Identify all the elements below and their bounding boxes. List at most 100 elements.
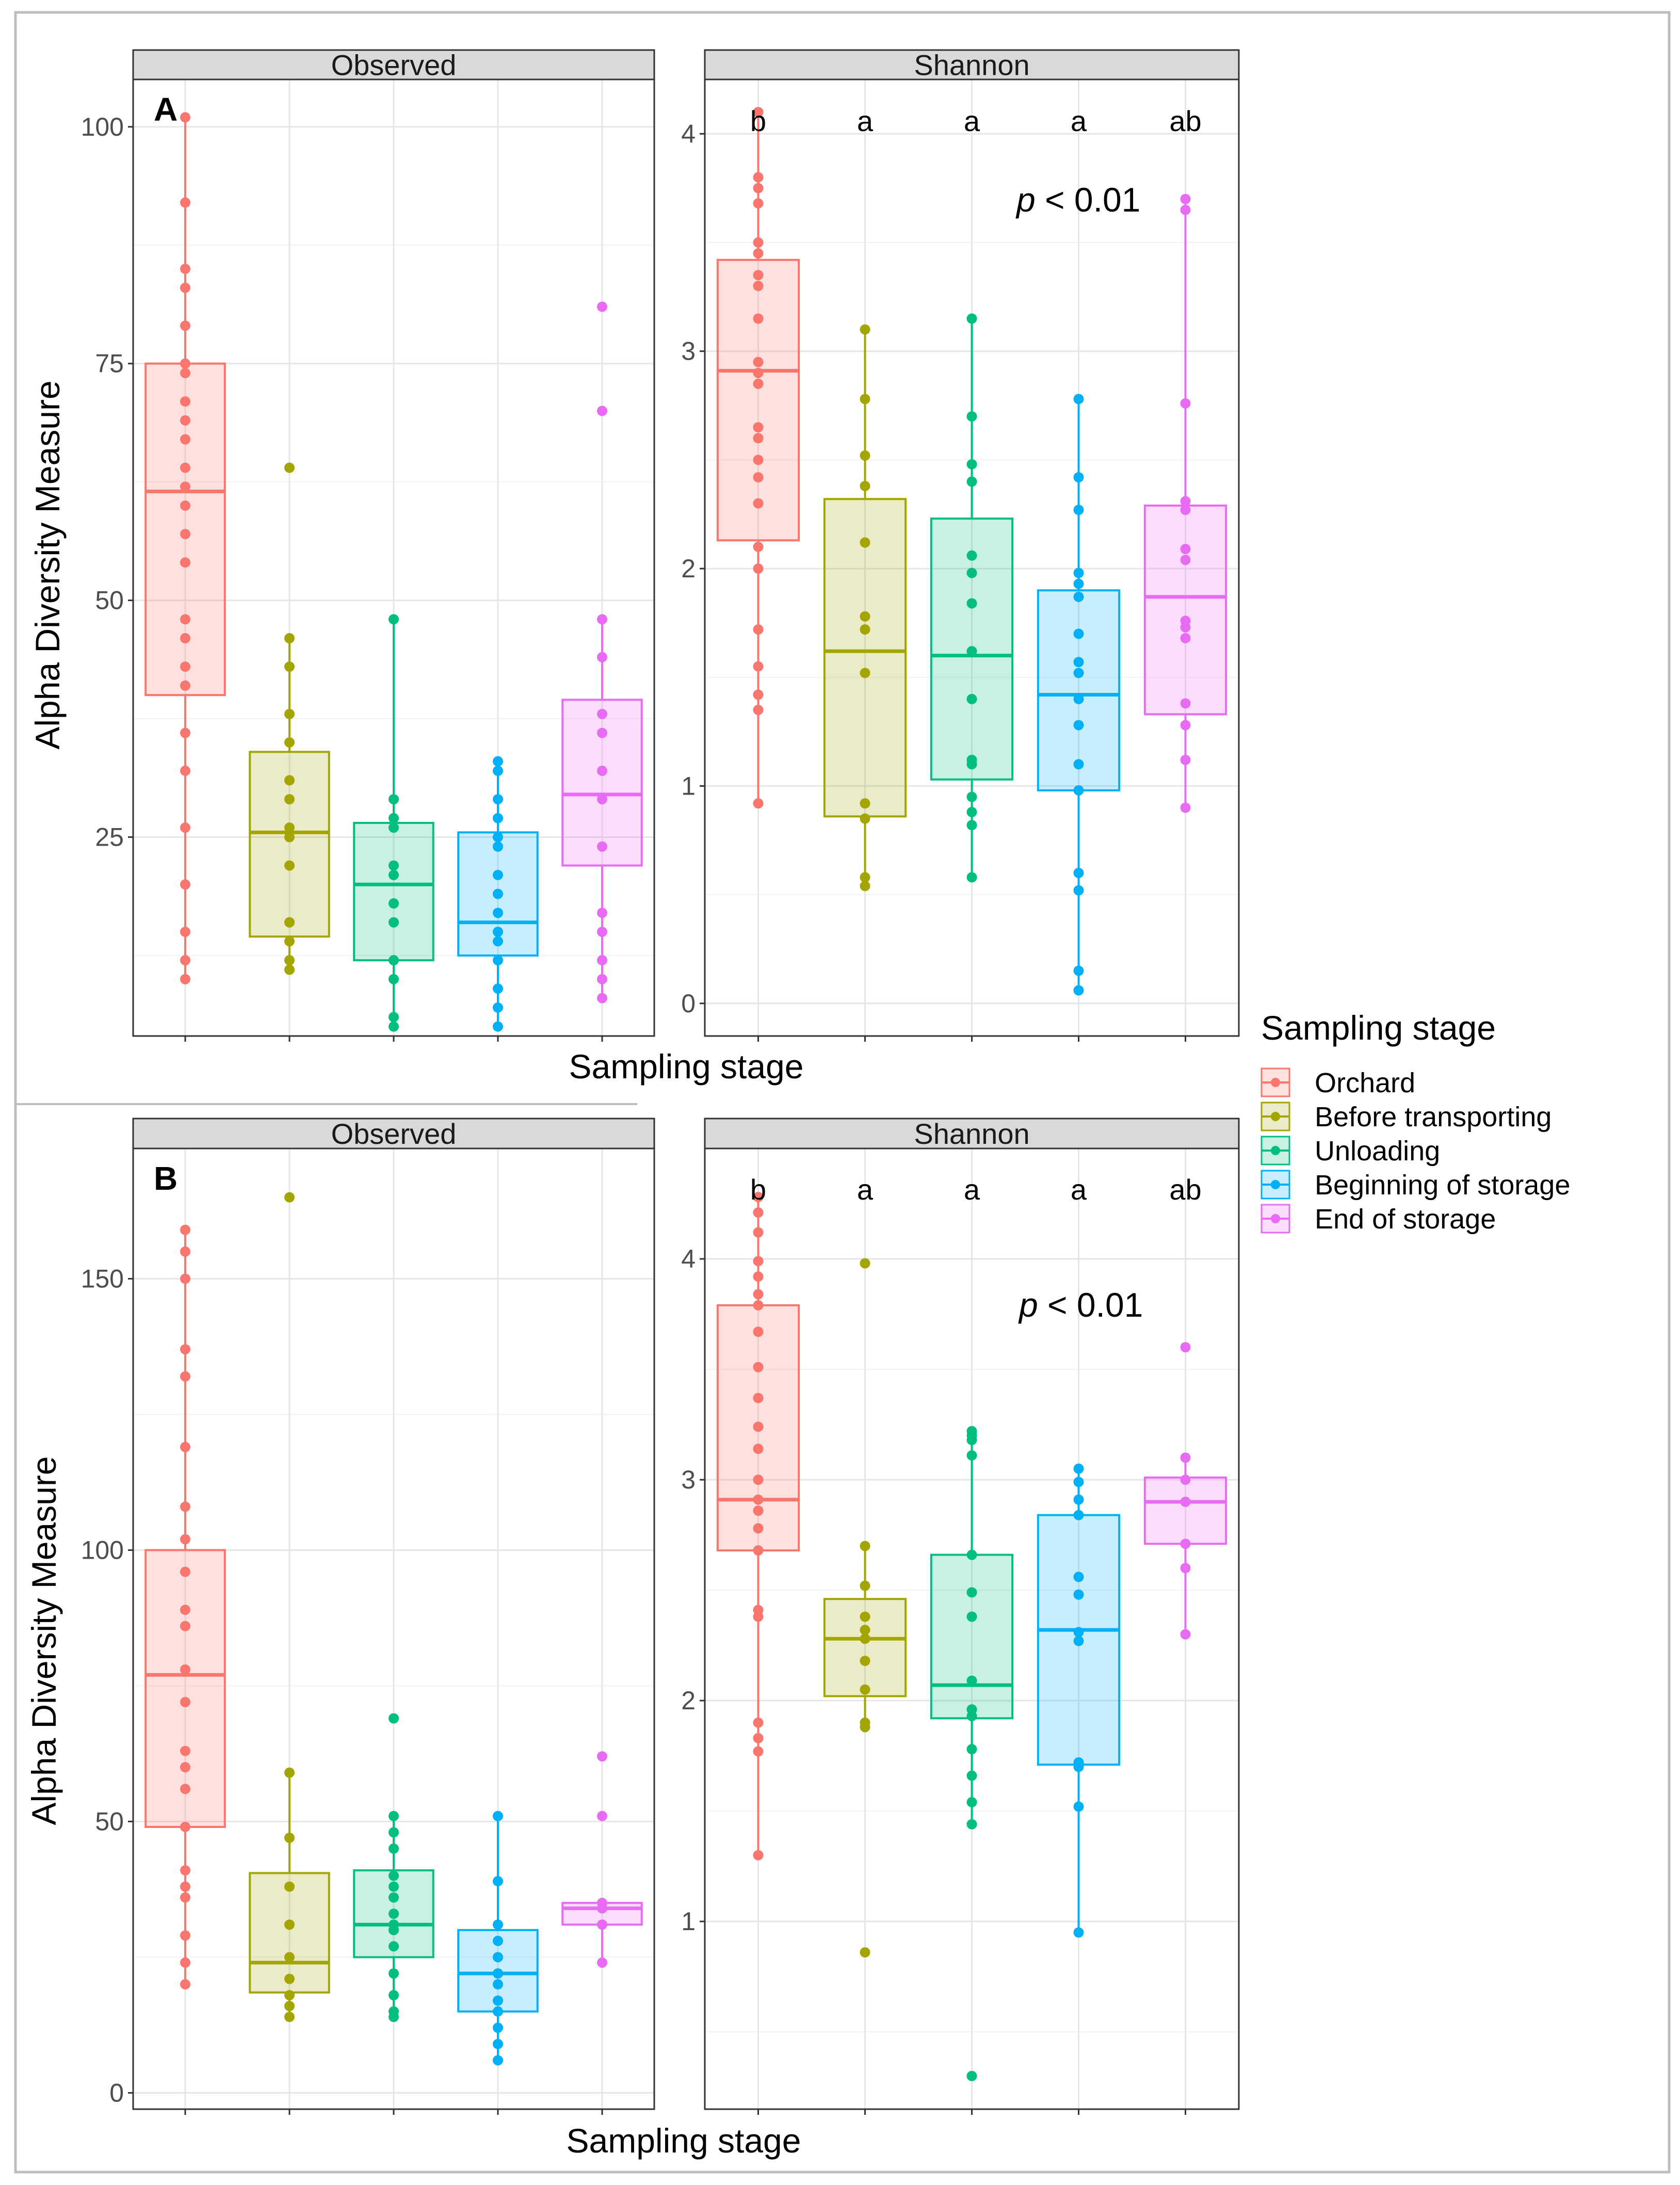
data-point	[597, 1751, 607, 1762]
legend-items: Orchard Before transporting UnloadingBegin…	[1261, 1067, 1570, 1235]
data-point	[493, 2022, 503, 2033]
data-point	[1073, 1636, 1084, 1646]
legend: Sampling stage Orchard Before transportin…	[1261, 1009, 1570, 1235]
data-point	[1180, 633, 1191, 643]
data-point	[1073, 965, 1084, 976]
data-point	[1180, 193, 1191, 204]
data-point	[1180, 204, 1191, 215]
data-point	[493, 1810, 503, 1821]
data-point	[966, 1435, 977, 1446]
data-point	[1073, 720, 1084, 731]
data-point	[597, 908, 607, 918]
legend-key-dot	[1271, 1146, 1280, 1155]
p-value-annotation: p < 0.01	[1015, 181, 1140, 219]
data-point	[753, 541, 764, 552]
data-point	[860, 1947, 870, 1958]
data-point	[1073, 1510, 1084, 1520]
facet-label: Shannon	[914, 49, 1029, 82]
data-point	[389, 1924, 399, 1935]
data-point	[860, 668, 870, 678]
figure-frame	[14, 11, 1671, 2174]
data-point	[180, 633, 190, 644]
data-point	[284, 633, 295, 644]
data-point	[860, 611, 870, 622]
data-point	[493, 1876, 503, 1887]
data-point	[180, 1371, 190, 1382]
data-point	[860, 1633, 870, 1644]
data-point	[1073, 985, 1084, 996]
significance-letter: ab	[1169, 105, 1201, 137]
data-point	[597, 1919, 607, 1930]
data-point	[753, 1444, 764, 1454]
data-point	[180, 1892, 190, 1903]
box-end-of-storage	[1143, 193, 1227, 813]
p-value-text: < 0.01	[1038, 1286, 1143, 1324]
significance-letter: a	[964, 105, 980, 137]
legend-key-dot	[1271, 1112, 1280, 1121]
significance-letter: ab	[1169, 1173, 1201, 1206]
data-point	[1073, 578, 1084, 589]
data-point	[860, 1656, 870, 1666]
data-point	[860, 624, 870, 635]
box-beginning-of-storage	[1037, 1463, 1121, 1938]
data-point	[1073, 1572, 1084, 1582]
data-point	[389, 860, 399, 871]
data-point	[180, 727, 190, 738]
y-tick-label: 3	[681, 1465, 696, 1494]
data-point	[753, 1850, 764, 1860]
data-point	[1180, 555, 1191, 565]
data-point	[860, 798, 870, 809]
data-point	[180, 1979, 190, 1990]
data-point	[180, 282, 190, 293]
data-point	[966, 1711, 977, 1722]
data-point	[966, 313, 977, 324]
facet-label: Observed	[331, 1118, 457, 1150]
data-point	[860, 1258, 870, 1269]
p-value-italic: p	[1018, 1286, 1038, 1324]
data-point	[860, 881, 870, 892]
legend-label: Beginning of storage	[1315, 1170, 1570, 1201]
data-point	[966, 693, 977, 704]
data-point	[284, 775, 295, 786]
data-point	[753, 1545, 764, 1556]
data-point	[389, 1968, 399, 1979]
data-point	[597, 794, 607, 805]
data-point	[180, 822, 190, 833]
data-point	[597, 766, 607, 776]
data-point	[860, 813, 870, 824]
significance-letter: b	[750, 1173, 766, 1206]
data-point	[493, 1995, 503, 2006]
box-unloading	[930, 313, 1014, 883]
data-point	[753, 1733, 764, 1743]
data-point	[753, 1227, 764, 1238]
data-point	[860, 1541, 870, 1551]
data-point	[753, 1271, 764, 1282]
data-point	[753, 313, 764, 324]
data-point	[753, 1746, 764, 1757]
data-point	[284, 1990, 295, 2001]
data-point	[1073, 628, 1084, 639]
legend-item-orchard: Orchard	[1261, 1067, 1415, 1098]
data-point	[597, 955, 607, 966]
data-point	[753, 107, 764, 118]
box-before-transporting	[823, 1258, 907, 1958]
box-unloading	[353, 614, 434, 1032]
box-body	[716, 258, 800, 542]
data-point	[180, 396, 190, 407]
data-point	[493, 927, 503, 937]
data-point	[180, 481, 190, 492]
data-point	[284, 964, 295, 975]
data-point	[966, 1819, 977, 1830]
data-point	[753, 455, 764, 465]
significance-letter: a	[857, 105, 874, 137]
data-point	[284, 1833, 295, 1843]
data-point	[180, 1957, 190, 1968]
y-tick-label: 100	[81, 1535, 124, 1564]
data-point	[966, 791, 977, 802]
y-tick-label: 4	[681, 1244, 696, 1273]
box-orchard	[716, 1192, 800, 1860]
data-point	[284, 936, 295, 947]
data-point	[753, 433, 764, 444]
panel-b-shannon: Shannon 1 2 3 4 b a a a ab p < 0.01	[681, 1118, 1240, 2115]
